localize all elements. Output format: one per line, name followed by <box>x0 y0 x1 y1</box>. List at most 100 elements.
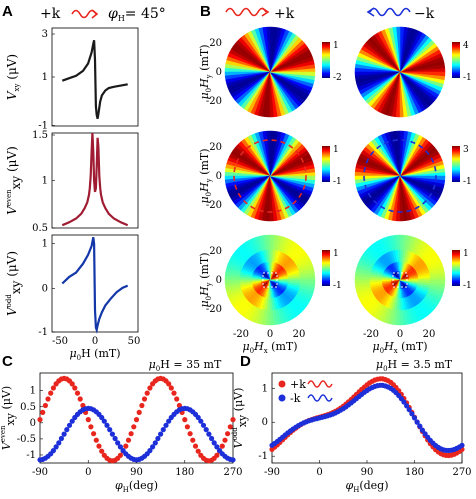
heatmap-1-2: 4 -1 <box>354 26 472 118</box>
subplot-c: -90 0 90 180 270 1 0.5 0 -0.5 -1 μ0H = 35 mT φH(deg… <box>0 358 243 494</box>
data-point <box>211 440 217 446</box>
wave-icon-minus-d <box>307 394 333 402</box>
dashed-circle <box>233 139 307 213</box>
data-point <box>147 385 153 391</box>
y-tick-label: 1 <box>42 72 48 83</box>
data-point <box>214 452 220 458</box>
y-tick-label: -20 <box>206 96 222 107</box>
legend-marker <box>278 380 286 388</box>
heatmap-wedge <box>269 71 316 77</box>
x-tick-label: 90 <box>130 467 143 478</box>
y-axis-label: μ0Hy (mT) <box>198 252 213 307</box>
data-point <box>48 390 54 396</box>
header-a-phi: φH= 45° <box>108 6 166 23</box>
x-tick-label: 270 <box>452 467 471 478</box>
data-point <box>209 435 215 442</box>
x-axis-label: φH(deg) <box>115 479 158 494</box>
panel-letter-a: A <box>2 3 13 20</box>
data-point <box>131 424 137 430</box>
y-tick-label: -1 <box>26 450 36 461</box>
x-tick-label: 0 <box>267 329 273 340</box>
x-axis-label: μ0Hx (mT) <box>372 340 427 355</box>
y-axis-label: Vevenxy (μV) <box>5 146 23 215</box>
x-axis-label: μ0H (mT) <box>69 347 120 362</box>
data-point <box>141 396 148 402</box>
y-tick-label: 1.5 <box>32 130 48 141</box>
data-point <box>150 444 156 450</box>
wave-icon-plus-b <box>225 7 267 17</box>
y-axis-label: Vxy (μV) <box>5 54 21 100</box>
colorbar <box>452 250 460 286</box>
data-point <box>200 422 207 428</box>
wave-icon-plus-d <box>307 380 333 388</box>
subplot-d: -90 0 90 180 270 1 0 -1 μ0H = 3.5 mT φH(deg) Voddx… <box>231 358 472 494</box>
header-b-minus-k: −k <box>414 6 435 22</box>
data-point <box>195 448 201 454</box>
data-point <box>50 385 57 391</box>
y-axis-label: Voddxy (μV) <box>5 251 23 316</box>
data-point <box>104 422 110 428</box>
data-point <box>187 431 193 437</box>
data-point <box>125 437 132 443</box>
data-point <box>171 390 177 396</box>
series-line <box>61 132 129 227</box>
data-point <box>182 417 188 423</box>
data-point <box>166 418 172 424</box>
legend: +k-k <box>278 378 333 405</box>
data-point <box>174 396 180 402</box>
data-point <box>53 444 59 450</box>
y-tick-label: -20 <box>206 200 222 211</box>
data-point <box>190 437 196 443</box>
data-point <box>128 431 134 437</box>
heatmap-2-2: 3 -1 <box>354 130 472 222</box>
y-tick-label: 1 <box>42 239 48 250</box>
plot-frame <box>51 234 139 333</box>
data-point <box>409 411 415 417</box>
data-point <box>93 437 99 443</box>
colorbar-max-label: 4 <box>463 41 469 51</box>
data-point <box>64 427 70 433</box>
colorbar <box>322 250 330 286</box>
data-point <box>117 444 123 450</box>
data-point <box>107 427 113 433</box>
data-point <box>411 415 418 421</box>
x-tick-label: 0 <box>316 467 322 478</box>
data-point <box>404 403 410 409</box>
data-point <box>206 431 212 437</box>
data-point <box>109 431 115 437</box>
subplot-a3: 1 0 -1 Voddxy (μV) -50 0 50 μ0H (mT) <box>5 234 140 362</box>
data-point <box>77 396 83 402</box>
data-point <box>133 417 140 423</box>
data-point <box>69 418 75 424</box>
data-point <box>459 442 465 448</box>
x-tick-label: -20 <box>363 329 379 340</box>
data-point <box>160 427 166 433</box>
data-point <box>163 422 169 428</box>
subplot-a1: 3 1 -1 Vxy (μV) <box>5 27 139 132</box>
data-point <box>139 402 145 409</box>
data-point <box>50 448 57 454</box>
heatmap-wedge <box>399 175 446 181</box>
inset-box <box>392 272 408 288</box>
y-tick-label: 20 <box>209 38 222 49</box>
data-point <box>155 435 161 442</box>
x-axis-label: φH(deg) <box>346 479 389 494</box>
wave-icon-minus-b <box>369 7 411 17</box>
data-point <box>147 448 153 454</box>
colorbar-min-label: -1 <box>463 281 472 291</box>
y-tick-label: -20 <box>206 304 222 315</box>
panel-d: -90 0 90 180 270 1 0 -1 μ0H = 3.5 mT φH(deg) Voddx… <box>231 358 472 494</box>
y-tick-label: 1 <box>42 176 48 187</box>
data-point <box>115 440 121 446</box>
data-point <box>85 417 91 423</box>
data-point <box>96 443 102 449</box>
data-point <box>198 418 204 424</box>
data-point <box>230 417 236 423</box>
y-tick-label: 0.5 <box>20 402 36 413</box>
x-tick-label: 90 <box>361 467 374 478</box>
arrow-right-icon-a <box>91 9 99 19</box>
x-tick-label: 20 <box>293 329 306 340</box>
